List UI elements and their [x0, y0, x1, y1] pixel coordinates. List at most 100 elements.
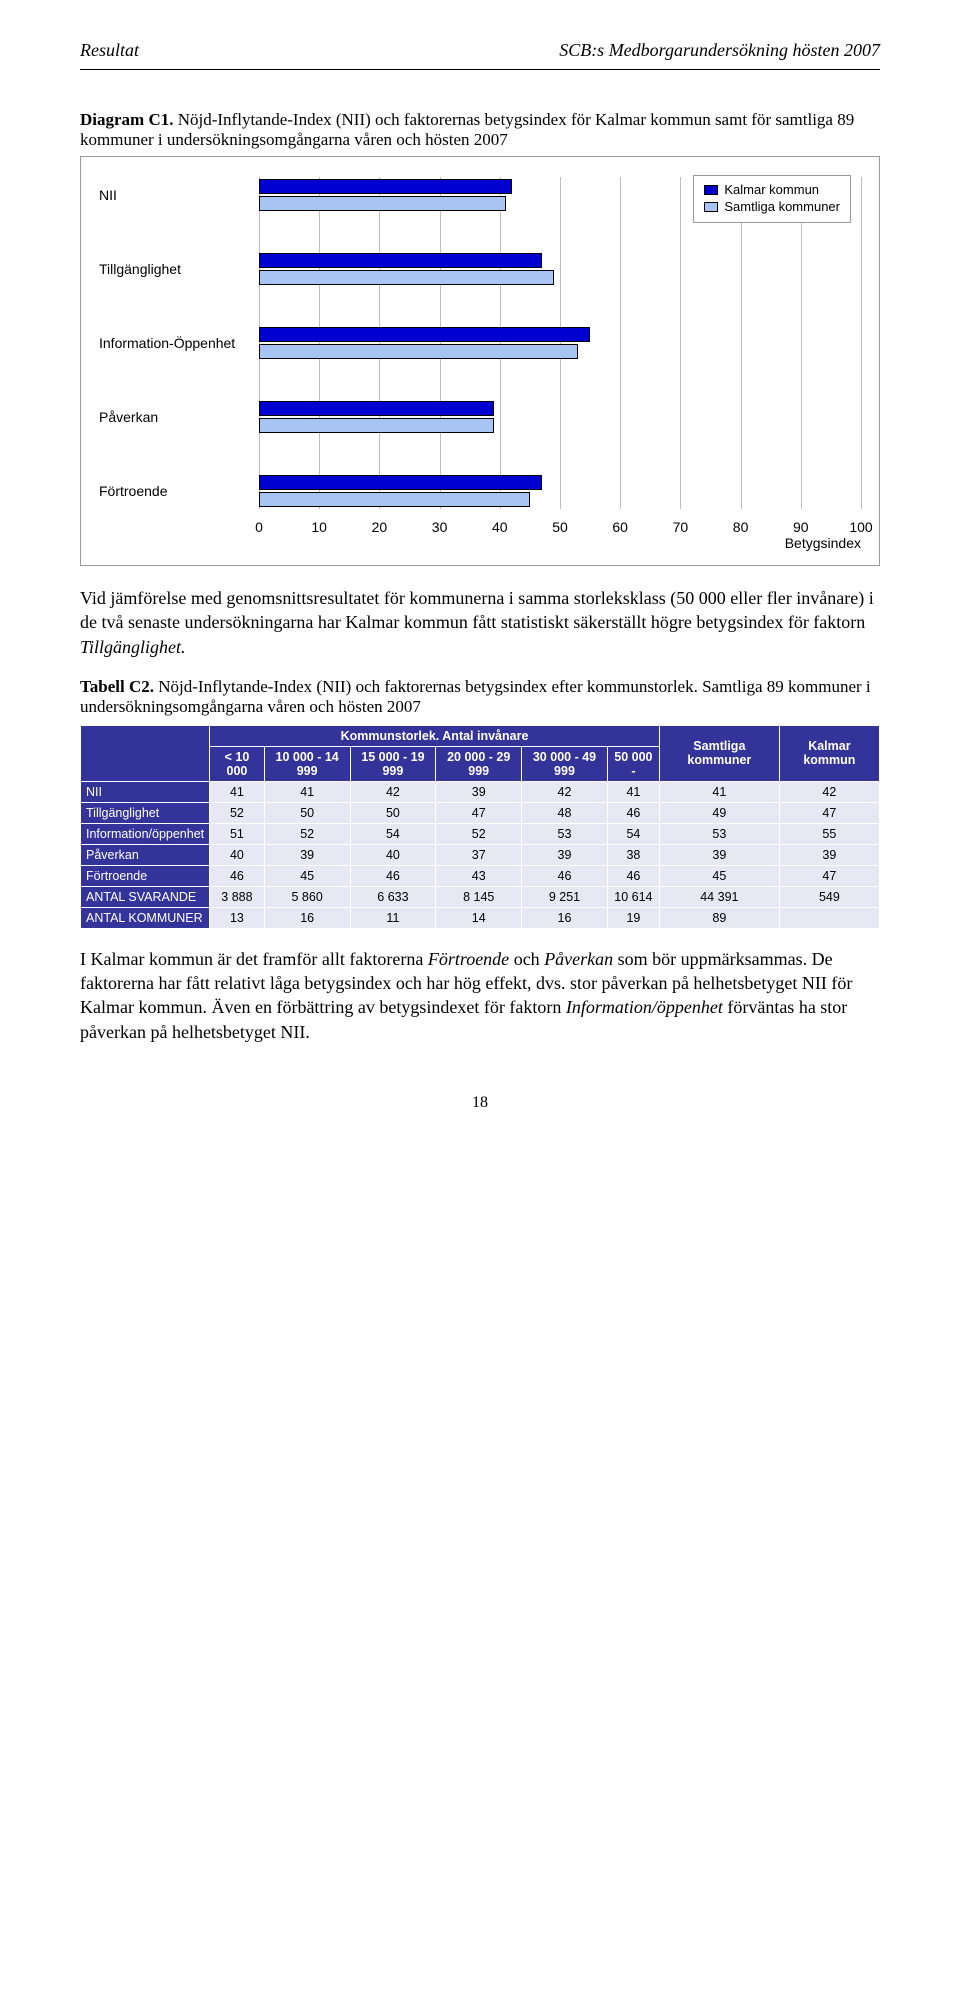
cell: 45: [659, 865, 779, 886]
cell: 49: [659, 802, 779, 823]
table-row: Förtroende4645464346464547: [81, 865, 880, 886]
category-label: Tillgänglighet: [99, 261, 259, 277]
cell: 54: [607, 823, 659, 844]
cell: 40: [350, 844, 436, 865]
cell: 47: [779, 865, 879, 886]
table-caption-text: Nöjd-Inflytande-Index (NII) och faktorer…: [80, 677, 871, 716]
diagram-title: Diagram C1. Nöjd-Inflytande-Index (NII) …: [80, 110, 880, 150]
legend-item: Samtliga kommuner: [704, 199, 840, 214]
cell: 52: [264, 823, 350, 844]
bar-chart: Kalmar kommun Samtliga kommuner NII Tillg…: [80, 156, 880, 566]
cell: 6 633: [350, 886, 436, 907]
data-table: Kommunstorlek. Antal invånare Samtliga k…: [80, 725, 880, 929]
cell: 46: [210, 865, 265, 886]
bar: [259, 327, 590, 342]
diagram-label: Diagram C1.: [80, 110, 173, 129]
cell: 16: [522, 907, 608, 928]
legend-swatch: [704, 202, 718, 212]
text: och: [509, 949, 544, 969]
row-header: Information/öppenhet: [81, 823, 210, 844]
cell: 13: [210, 907, 265, 928]
bar: [259, 344, 578, 359]
th-size: 30 000 - 49 999: [522, 746, 608, 781]
plot-region: Kalmar kommun Samtliga kommuner NII Tillg…: [99, 177, 861, 509]
x-axis: Betygsindex 0102030405060708090100: [259, 517, 861, 557]
chart-legend: Kalmar kommun Samtliga kommuner: [693, 175, 851, 223]
axis-tick: 30: [432, 519, 448, 535]
cell: 5 860: [264, 886, 350, 907]
th-size: 50 000 -: [607, 746, 659, 781]
cell: 42: [522, 781, 608, 802]
cell: 53: [522, 823, 608, 844]
cell: 53: [659, 823, 779, 844]
category-label: NII: [99, 187, 259, 203]
text-italic: Förtroende: [428, 949, 509, 969]
th-size: 20 000 - 29 999: [436, 746, 522, 781]
cell: 3 888: [210, 886, 265, 907]
bar: [259, 270, 554, 285]
cell: 41: [264, 781, 350, 802]
axis-tick: 50: [552, 519, 568, 535]
cell: 39: [522, 844, 608, 865]
row-header: Förtroende: [81, 865, 210, 886]
cell: 50: [264, 802, 350, 823]
bar: [259, 253, 542, 268]
bar-area: [259, 325, 861, 361]
cell: 46: [522, 865, 608, 886]
chart-row: Påverkan: [99, 399, 861, 435]
cell: 47: [779, 802, 879, 823]
chart-row: Information-Öppenhet: [99, 325, 861, 361]
header-rule: [80, 69, 880, 70]
bar: [259, 492, 530, 507]
cell: 52: [436, 823, 522, 844]
page-header: Resultat SCB:s Medborgarundersökning hös…: [80, 40, 880, 61]
text-italic: Påverkan: [544, 949, 613, 969]
bar: [259, 179, 512, 194]
table-caption: Tabell C2. Nöjd-Inflytande-Index (NII) o…: [80, 677, 880, 717]
table-row: ANTAL SVARANDE3 8885 8606 6338 1459 2511…: [81, 886, 880, 907]
bar: [259, 196, 506, 211]
cell: 46: [607, 865, 659, 886]
axis-tick: 20: [372, 519, 388, 535]
cell: 50: [350, 802, 436, 823]
paragraph: Vid jämförelse med genomsnittsresultatet…: [80, 586, 880, 659]
th-size: 15 000 - 19 999: [350, 746, 436, 781]
th-size: < 10 000: [210, 746, 265, 781]
cell: 41: [607, 781, 659, 802]
th-size: 10 000 - 14 999: [264, 746, 350, 781]
bar-area: [259, 251, 861, 287]
cell: 11: [350, 907, 436, 928]
bar: [259, 418, 494, 433]
row-header: NII: [81, 781, 210, 802]
th-kalmar: Kalmar kommun: [779, 725, 879, 781]
cell: 39: [264, 844, 350, 865]
cell: 48: [522, 802, 608, 823]
cell: 44 391: [659, 886, 779, 907]
axis-tick: 0: [255, 519, 263, 535]
bar-area: [259, 399, 861, 435]
cell: 55: [779, 823, 879, 844]
cell: 89: [659, 907, 779, 928]
text-italic: Tillgänglighet.: [80, 637, 186, 657]
text: Vid jämförelse med genomsnittsresultatet…: [80, 588, 874, 632]
cell: 41: [210, 781, 265, 802]
axis-tick: 80: [733, 519, 749, 535]
cell: 52: [210, 802, 265, 823]
category-label: Påverkan: [99, 409, 259, 425]
text: I Kalmar kommun är det framför allt fakt…: [80, 949, 428, 969]
legend-label: Samtliga kommuner: [724, 199, 840, 214]
text-italic: Information/öppenhet: [566, 997, 723, 1017]
cell: 19: [607, 907, 659, 928]
axis-tick: 40: [492, 519, 508, 535]
axis-tick: 60: [612, 519, 628, 535]
cell: 10 614: [607, 886, 659, 907]
cell: 8 145: [436, 886, 522, 907]
header-left: Resultat: [80, 40, 139, 61]
chart-row: Förtroende: [99, 473, 861, 509]
page-number: 18: [80, 1094, 880, 1112]
cell: 37: [436, 844, 522, 865]
axis-title: Betygsindex: [785, 535, 861, 551]
cell: 9 251: [522, 886, 608, 907]
row-header: Påverkan: [81, 844, 210, 865]
table-label: Tabell C2.: [80, 677, 154, 696]
